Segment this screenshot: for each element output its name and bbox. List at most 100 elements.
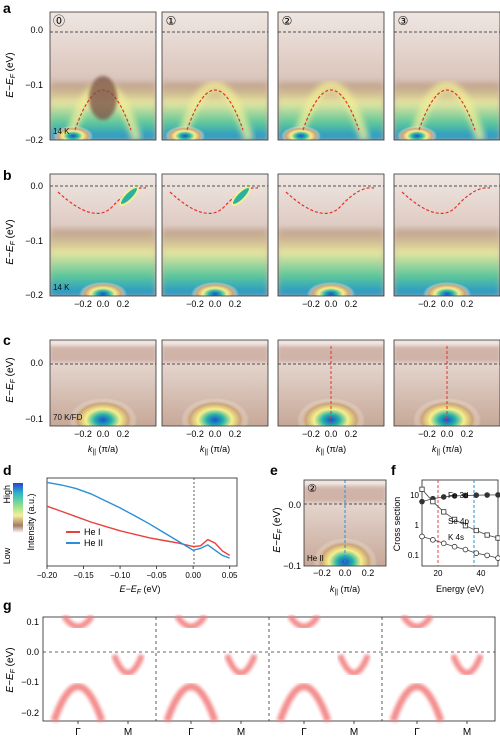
row-a-ylabel: E−EF (eV) (5, 52, 17, 97)
row-a-ytick: −0.1 (25, 80, 43, 90)
panel-frame (277, 339, 385, 427)
panel-d-frame (46, 477, 238, 567)
x-tick-label: 0.2 (345, 429, 358, 439)
x-tick-label: Γ (75, 727, 81, 738)
panel-e-ylabel: E−EF (eV) (272, 507, 284, 552)
panel-f-xtick: 20 (434, 569, 443, 578)
arpes-image (162, 12, 268, 140)
row-a-ytick: −0.2 (25, 135, 43, 145)
x-tick-label: 0.05 (222, 571, 238, 580)
arpes-panel-b-2: −0.2 0.0 0.2 (277, 173, 385, 309)
row-b-ytick: −0.2 (25, 290, 43, 300)
x-tick-label: 0.2 (461, 429, 474, 439)
data-point (473, 492, 480, 498)
doping-label: ② (307, 483, 317, 495)
doping-label: ⓪ (53, 14, 65, 28)
electron-pocket (231, 186, 251, 206)
panel-f-ytick: 10 (410, 491, 419, 500)
arpes-image (50, 12, 156, 140)
data-point (484, 552, 490, 559)
source-label: He II (307, 554, 324, 563)
panel-d-xlabel: E−EF (eV) (119, 584, 160, 596)
panel-g-ytick: −0.1 (21, 677, 39, 687)
x-tick-label: 0.2 (345, 299, 358, 309)
legend-he2-label: He II (84, 538, 103, 548)
electron-band-gamma (61, 614, 95, 630)
panel-f-ytick: 1 (415, 521, 420, 530)
panel-e-xtick: 0.0 (339, 568, 352, 578)
x-tick-label: 0.2 (229, 429, 242, 439)
x-tick-label: 0.0 (441, 429, 454, 439)
panel-frame (161, 339, 269, 427)
x-tick-label: 0.0 (209, 299, 222, 309)
row-a: E−EF (eV) 0.0 −0.1 −0.2 (5, 25, 43, 145)
x-tick-label: M (463, 727, 471, 738)
panel-frame (49, 339, 157, 427)
arpes-image (278, 12, 384, 140)
electron-band-gamma (287, 614, 321, 630)
intensity-spot (307, 282, 355, 296)
data-point (430, 499, 436, 505)
panel-g-ylabel: E−EF (eV) (5, 647, 17, 692)
panel-f-xlabel: Energy (eV) (436, 584, 484, 594)
noise-band (304, 486, 386, 502)
intensity-spot (69, 398, 137, 426)
temperature-label: 14 K (53, 127, 70, 136)
panel-f-xtick: 40 (477, 569, 486, 578)
fit-curve (302, 89, 360, 131)
row-c-ylabel: E−EF (eV) (5, 357, 17, 402)
data-point (495, 555, 500, 561)
x-tick-label: 0.2 (117, 429, 130, 439)
x-tick-label: 0.00 (185, 571, 201, 580)
legend-he1-label: He I (84, 527, 101, 537)
x-axis-label: k|| (π/a) (200, 444, 230, 456)
panel-g-ytick: 0.1 (26, 617, 39, 627)
x-tick-label: 0.0 (97, 299, 110, 309)
arpes-image (162, 340, 268, 426)
data-point (451, 543, 458, 550)
x-tick-label: −0.20 (37, 571, 58, 580)
colorbar (13, 483, 23, 533)
x-tick-label: 0.0 (209, 429, 222, 439)
fit-curve (401, 187, 491, 214)
x-tick-label: Γ (188, 727, 194, 738)
arpes-image (50, 340, 156, 426)
x-tick-label: −0.2 (74, 299, 92, 309)
data-point (495, 492, 500, 498)
arpes-image (278, 340, 384, 426)
panel-frame (161, 11, 269, 141)
x-tick-label: −0.2 (418, 299, 436, 309)
noise-band (162, 346, 268, 362)
x-tick-label: −0.10 (110, 571, 131, 580)
x-tick-label: 0.2 (229, 299, 242, 309)
arpes-image (394, 12, 500, 140)
electron-pocket (119, 186, 139, 206)
intensity-spot (53, 126, 93, 140)
fit-curve (186, 89, 244, 131)
panel-e-xtick: 0.2 (362, 568, 375, 578)
data-point (484, 532, 490, 538)
intensity-spot (423, 282, 471, 296)
x-axis-label: k|| (π/a) (432, 444, 462, 456)
x-axis-label: k|| (π/a) (316, 444, 346, 456)
x-tick-label: −0.2 (418, 429, 436, 439)
hole-band-gamma (276, 683, 332, 723)
electron-band-m (224, 653, 258, 676)
panel-f-frame (421, 479, 499, 567)
data-point (462, 546, 469, 553)
x-tick-label: M (124, 727, 132, 738)
fit-curve (418, 89, 476, 131)
colorbar-high-label: High (2, 485, 12, 504)
panel-letter-e: e (270, 462, 278, 478)
arpes-panel-b-1: −0.2 0.0 0.2 (161, 173, 269, 309)
x-tick-label: 0.0 (325, 429, 338, 439)
x-tick-label: −0.15 (73, 571, 94, 580)
x-tick-label: 0.0 (97, 429, 110, 439)
panel-f-ytick: 0.1 (408, 551, 420, 560)
row-a-ytick: 0.0 (30, 25, 43, 35)
panel-f: Cross section 10 1 0.1 20 40 Energy (eV)… (392, 479, 500, 594)
panel-letter-d: d (3, 462, 12, 478)
panel-frame (393, 11, 500, 141)
row-b-ytick: 0.0 (30, 181, 43, 191)
